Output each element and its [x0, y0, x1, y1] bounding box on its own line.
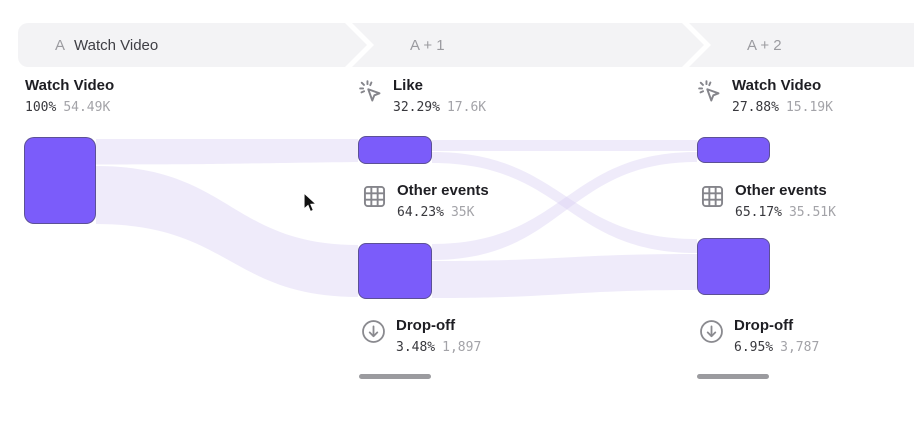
node-a-watch-video[interactable]	[24, 137, 96, 224]
event-name: Watch Video	[25, 77, 115, 94]
flow-otherevents-to-watchvideo[interactable]	[432, 152, 697, 260]
event-count: 1,897	[442, 340, 482, 355]
dropoff-bar-a1[interactable]	[359, 374, 431, 379]
node-a1-like[interactable]	[358, 136, 432, 164]
node-a2-other-events[interactable]	[697, 238, 770, 295]
flow-watchvideo-to-otherevents[interactable]	[96, 166, 358, 297]
event-percent: 27.88%	[732, 100, 779, 115]
event-name: Like	[393, 77, 424, 94]
event-percent: 32.29%	[393, 100, 440, 115]
event-name: Other events	[735, 182, 827, 199]
click-icon	[357, 78, 384, 105]
event-percent: 64.23%	[397, 205, 444, 220]
step-chevron-a[interactable]: A Watch Video	[18, 23, 367, 67]
event-label-a2-watch-video[interactable]: Watch Video 27.88% 15.19K	[696, 77, 833, 116]
event-name: Drop-off	[396, 317, 456, 334]
flow-watchvideo-to-like[interactable]	[96, 139, 358, 165]
mouse-cursor	[303, 192, 318, 213]
grid-icon	[699, 183, 726, 210]
event-count: 54.49K	[63, 100, 111, 115]
node-a2-watch-video[interactable]	[697, 137, 770, 163]
event-name: Drop-off	[734, 317, 794, 334]
step-label: Watch Video	[74, 36, 159, 54]
event-label-a1-like[interactable]: Like 32.29% 17.6K	[357, 77, 486, 116]
event-label-a-watch-video[interactable]: Watch Video 100% 54.49K	[25, 77, 114, 116]
event-count: 35K	[450, 205, 475, 220]
event-label-a1-other-events[interactable]: Other events 64.23% 35K	[361, 182, 489, 221]
event-label-a2-drop-off[interactable]: Drop-off 6.95% 3,787	[698, 317, 819, 356]
flow-otherevents-to-otherevents[interactable]	[432, 254, 697, 298]
event-label-a2-other-events[interactable]: Other events 65.17% 35.51K	[699, 182, 836, 221]
click-icon	[696, 78, 723, 105]
event-count: 35.51K	[788, 205, 836, 220]
grid-icon	[361, 183, 388, 210]
event-count: 15.19K	[785, 100, 833, 115]
drop-off-icon	[698, 318, 725, 345]
event-label-a1-drop-off[interactable]: Drop-off 3.48% 1,897	[360, 317, 481, 356]
event-count: 17.6K	[446, 100, 487, 115]
node-a1-other-events[interactable]	[358, 243, 432, 299]
event-percent: 3.48%	[396, 340, 436, 355]
event-percent: 6.95%	[734, 340, 774, 355]
step-chevron-a-plus-2[interactable]: A + 2	[689, 23, 914, 67]
step-label: A + 1	[410, 36, 445, 54]
event-name: Watch Video	[732, 77, 822, 94]
event-name: Other events	[397, 182, 489, 199]
flow-like-to-otherevents[interactable]	[432, 152, 697, 253]
event-count: 3,787	[780, 340, 820, 355]
step-chevron-a-plus-1[interactable]: A + 1	[352, 23, 704, 67]
drop-off-icon	[360, 318, 387, 345]
dropoff-bar-a2[interactable]	[697, 374, 769, 379]
flow-like-to-watchvideo[interactable]	[432, 140, 697, 151]
event-percent: 65.17%	[735, 205, 782, 220]
event-percent: 100%	[25, 100, 57, 115]
step-label: A + 2	[747, 36, 782, 54]
step-letter: A	[55, 36, 66, 54]
